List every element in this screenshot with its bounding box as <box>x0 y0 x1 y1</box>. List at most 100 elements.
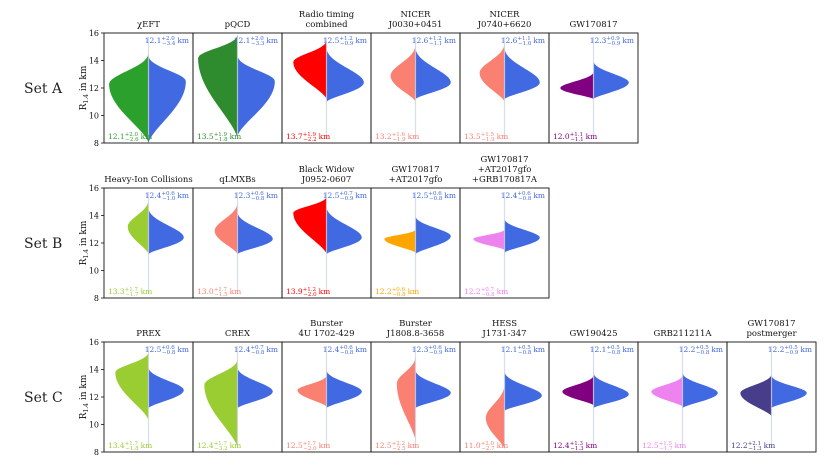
panel-frame <box>726 341 817 453</box>
violin-right <box>593 60 629 99</box>
violin-right <box>237 55 275 137</box>
left-median-label: 12.5+1.7 −2.0 km <box>286 441 330 452</box>
violin-right <box>504 218 540 253</box>
panel-title: +AT2017gfo <box>389 175 443 185</box>
left-median-label: 13.4+1.7 −1.8 km <box>108 441 152 452</box>
row-2: Set B R1.4 in km 8 10 12 14 16 Heavy-Ion Collis… <box>24 155 550 303</box>
violin-left <box>396 355 416 441</box>
right-median-label: 12.1+0.5 −0.8 km <box>590 345 634 356</box>
left-median-label: 12.1+2.0 −2.6 km <box>108 132 152 143</box>
left-median-label: 12.2+0.7 −0.8 km <box>464 287 508 298</box>
violin-right <box>504 370 542 411</box>
panel-6: GW190425 12.1+0.5 −0.8 km 12.4+1.3 −1.3 km <box>548 329 639 453</box>
right-median-label: 12.3+0.6 −0.8 km <box>234 191 278 202</box>
panel-title: HESS <box>492 319 517 329</box>
y-tick-label: 10 <box>89 267 99 276</box>
panel-4: GW170817+AT2017gfo 12.5+0.6 −0.8 km 12.2+0.6… <box>370 165 461 299</box>
panel-frame <box>459 187 550 299</box>
panel-title: GW170817 <box>481 155 529 165</box>
panel-title: J1731-347 <box>481 329 526 339</box>
panel-title: 4U 1702-429 <box>298 329 354 339</box>
panel-1: Heavy-Ion Collisions 12.4+0.6 −1.0 km 13.3+1… <box>103 175 194 299</box>
y-tick-label: 8 <box>94 294 99 303</box>
violin-left <box>214 201 238 254</box>
panel-1: PREX 12.5+0.6 −0.8 km 13.4+1.7 −1.8 km <box>103 329 194 453</box>
row-1: Set A R1.4 in km 8 10 12 14 16 χEFT 12.1+2.0 −3.4… <box>24 10 639 148</box>
left-median-label: 13.3+1.7 −1.7 km <box>108 287 152 298</box>
panel-title: PREX <box>136 329 161 339</box>
panel-1: χEFT 12.1+2.0 −3.4 km 12.1+2.0 −2.6 km <box>103 20 194 144</box>
left-median-label: 12.2+2.1 −1.3 km <box>731 441 775 452</box>
left-median-label: 13.5+1.5 −1.9 km <box>464 132 508 143</box>
right-median-label: 12.4+0.6 −0.8 km <box>323 345 367 356</box>
right-median-label: 12.6+1.2 −1.1 km <box>412 36 456 47</box>
right-median-label: 12.5+0.6 −0.8 km <box>412 191 456 202</box>
set-label: Set B <box>24 236 62 252</box>
panel-title: J0740+6620 <box>477 20 532 30</box>
violin-right <box>682 372 718 408</box>
violin-right <box>237 211 273 254</box>
violin-left <box>204 358 238 448</box>
right-median-label: 12.5+0.6 −0.8 km <box>145 345 189 356</box>
violin-right <box>415 46 451 99</box>
y-tick-label: 14 <box>89 57 99 66</box>
violin-left <box>390 44 416 102</box>
y-tick-label: 16 <box>89 338 99 347</box>
violin-right <box>326 205 362 254</box>
right-median-label: 12.5+1.2 −0.9 km <box>323 36 367 47</box>
y-tick-label: 12 <box>89 393 99 402</box>
violin-left <box>293 39 327 99</box>
panel-2: pQCD 12.1+2.0 −3.3 km 13.5+1.9 −1.8 km <box>192 20 283 144</box>
violin-right <box>148 207 184 254</box>
panel-5: GW170817+AT2017gfo+GRB170817A 12.4+0.6 −0.… <box>459 155 550 299</box>
right-median-label: 12.4+0.7 −0.8 km <box>234 345 278 356</box>
left-median-label: 13.5+1.9 −1.8 km <box>197 132 241 143</box>
violin-right <box>148 366 184 408</box>
violin-right <box>593 372 629 408</box>
panel-title: GW170817 <box>748 319 796 329</box>
set-label: Set C <box>24 390 63 406</box>
panel-title: postmerger <box>746 329 797 339</box>
right-median-label: 12.2+0.5 −0.8 km <box>679 345 723 356</box>
violin-right <box>326 369 362 408</box>
left-median-label: 12.5+2.2 −2.5 km <box>375 441 419 452</box>
panel-title: GW170817 <box>570 20 618 30</box>
violin-left <box>562 375 594 406</box>
y-tick-label: 16 <box>89 184 99 193</box>
violin-right <box>148 55 186 143</box>
right-median-label: 12.6+1.1 −1.0 km <box>501 36 545 47</box>
panel-title: GW170817 <box>392 165 440 175</box>
panel-2: qLMXBs 12.3+0.6 −0.8 km 13.0+1.7 −1.5 km <box>192 175 283 299</box>
violin-right <box>237 366 273 408</box>
y-tick-label: 12 <box>89 239 99 248</box>
violin-left <box>127 199 149 254</box>
left-median-label: 13.7+1.9 −2.2 km <box>286 132 330 143</box>
violin-left <box>740 373 772 417</box>
right-median-label: 12.1+2.0 −3.3 km <box>234 36 278 47</box>
y-tick-label: 10 <box>89 112 99 121</box>
panel-title: NICER <box>490 10 521 20</box>
panel-title: NICER <box>401 10 432 20</box>
panel-title: Burster <box>399 319 433 329</box>
panel-title: GRB211211A <box>653 329 712 339</box>
panel-title: CREX <box>225 329 251 339</box>
y-axis-label: R1.4 in km <box>79 220 90 265</box>
y-tick-label: 8 <box>94 139 99 148</box>
panel-title: χEFT <box>137 20 160 30</box>
left-median-label: 11.0+2.0 −2.7 km <box>464 441 508 452</box>
panel-7: GRB211211A 12.2+0.5 −0.8 km 12.5+1.5 −1.7 km <box>637 329 728 453</box>
panel-title: J0030+0451 <box>388 20 443 30</box>
panel-title: J1808.8-3658 <box>386 329 445 339</box>
violin-left <box>109 52 149 143</box>
y-axis-label: R1.4 in km <box>79 374 90 419</box>
violin-right <box>415 215 451 254</box>
panel-title: +AT2017gfo <box>478 165 532 175</box>
violin-left <box>560 71 594 99</box>
violin-left <box>651 375 683 407</box>
y-tick-label: 12 <box>89 84 99 93</box>
